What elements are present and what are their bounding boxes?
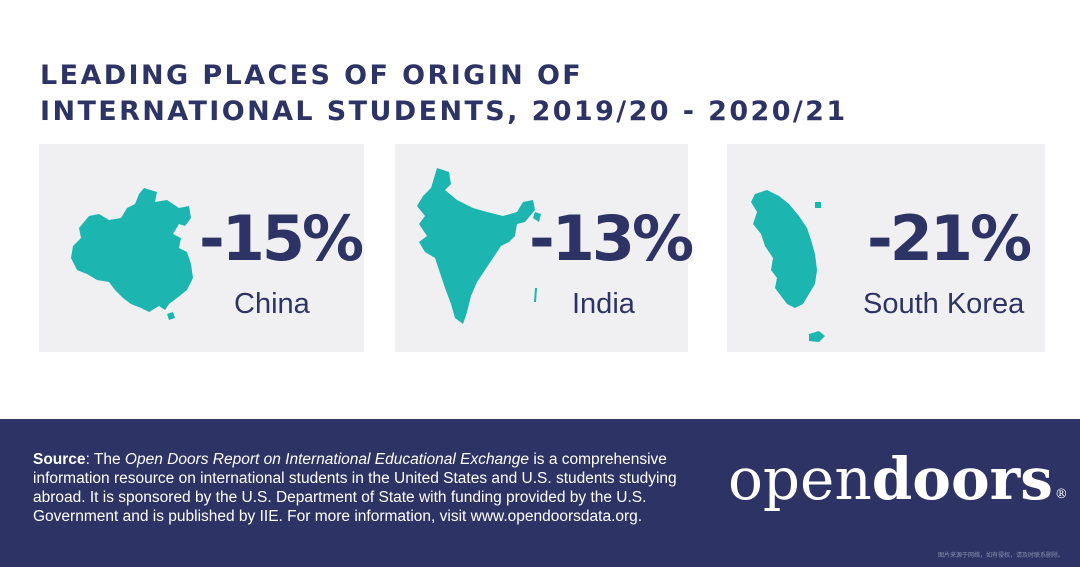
india-change-value: -13% bbox=[529, 202, 694, 275]
china-change-value: -15% bbox=[199, 202, 364, 275]
report-name: Open Doors Report on International Educa… bbox=[124, 451, 530, 468]
watermark-text: 图片来源于网络，如有侵权，请及时联系删除。 bbox=[937, 552, 1064, 559]
title-line-1: LEADING PLACES OF ORIGIN OF bbox=[40, 60, 584, 91]
card-china: -15% China bbox=[39, 144, 364, 352]
india-map-icon bbox=[417, 168, 541, 324]
source-label: Source bbox=[33, 451, 86, 468]
india-label: India bbox=[572, 288, 635, 320]
source-intro: : The bbox=[85, 451, 125, 468]
china-label: China bbox=[234, 288, 310, 320]
title-line-2: INTERNATIONAL STUDENTS, 2019/20 - 2020/2… bbox=[40, 96, 848, 127]
south-korea-change-value: -21% bbox=[867, 202, 1032, 275]
card-south-korea: -21% South Korea bbox=[727, 144, 1045, 352]
logo-doors-text: doors bbox=[871, 445, 1053, 513]
china-map-icon bbox=[71, 188, 193, 320]
footer-banner: Source: The Open Doors Report on Interna… bbox=[0, 419, 1080, 567]
opendoors-logo: opendoors ® bbox=[728, 439, 1068, 519]
south-korea-map-icon bbox=[751, 190, 825, 342]
registered-mark: ® bbox=[1054, 487, 1068, 502]
logo-open-text: open bbox=[728, 445, 872, 513]
source-note: Source: The Open Doors Report on Interna… bbox=[33, 450, 713, 526]
card-india: -13% India bbox=[395, 144, 694, 352]
page-title: LEADING PLACES OF ORIGIN OF INTERNATIONA… bbox=[40, 58, 940, 130]
source-text: is a comprehensive information resource … bbox=[33, 451, 677, 525]
south-korea-label: South Korea bbox=[863, 288, 1025, 320]
